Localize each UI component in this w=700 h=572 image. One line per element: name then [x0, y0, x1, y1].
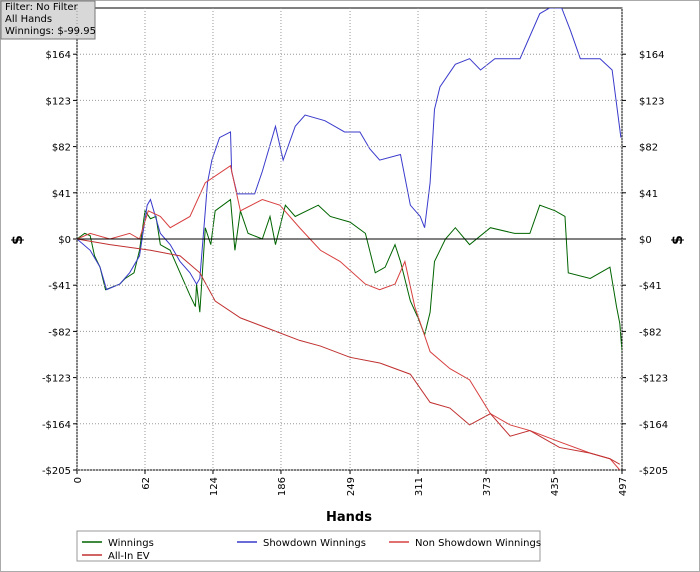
- legend-label: Showdown Winnings: [263, 538, 366, 549]
- x-tick-label: 124: [209, 477, 220, 496]
- y-tick-label-right: -$164: [639, 420, 668, 431]
- series-line: [77, 164, 621, 470]
- y-axis-title: $: [10, 235, 26, 245]
- y-tick-label: $0: [58, 235, 71, 246]
- x-tick-label: 62: [141, 477, 152, 490]
- y-tick-label-right: $41: [639, 189, 658, 200]
- y-tick-label: $41: [52, 189, 71, 200]
- x-tick-label: 186: [277, 477, 288, 496]
- y-tick-label-right: $123: [639, 96, 664, 107]
- y-tick-label: $164: [46, 50, 71, 61]
- series-line: [77, 238, 621, 465]
- series-line: [77, 8, 622, 291]
- x-tick-label: 373: [482, 477, 493, 496]
- y-tick-label: -$164: [42, 420, 71, 431]
- series-line: [77, 198, 622, 352]
- y-tick-label-right: -$205: [639, 466, 668, 477]
- filter-text: Winnings: $-99.95: [5, 26, 96, 37]
- filter-box: Filter: No Filter All Hands Winnings: $-…: [0, 0, 96, 40]
- legend-label: Winnings: [108, 538, 154, 549]
- x-tick-label: 435: [550, 477, 561, 496]
- legend-label: All-In EV: [108, 551, 150, 562]
- y-tick-label: $82: [52, 143, 71, 154]
- y-tick-label-right: -$82: [639, 327, 662, 338]
- legend-label: Non Showdown Winnings: [415, 538, 541, 549]
- x-tick-label: 249: [346, 477, 357, 496]
- filter-text: Filter: No Filter: [5, 2, 79, 13]
- legend: [76, 530, 541, 562]
- y-tick-label-right: $164: [639, 50, 664, 61]
- y-tick-label-right: $82: [639, 143, 658, 154]
- y-tick-label-right: $0: [639, 235, 652, 246]
- filter-box-bg: [0, 0, 96, 40]
- filter-text: All Hands: [5, 14, 52, 25]
- x-tick-label: 311: [414, 477, 425, 496]
- y-tick-label: -$205: [42, 466, 71, 477]
- x-axis-title: Hands: [326, 510, 372, 525]
- y-tick-label: -$82: [48, 327, 71, 338]
- y-tick-label-right: -$41: [639, 281, 662, 292]
- series-layer: [77, 8, 622, 470]
- y-tick-label: -$41: [48, 281, 71, 292]
- y-axis-title-right: $: [670, 235, 686, 245]
- x-tick-label: 497: [618, 477, 629, 496]
- y-tick-label: $123: [46, 96, 71, 107]
- x-tick-label: 0: [73, 477, 84, 483]
- y-tick-label: -$123: [42, 374, 71, 385]
- y-tick-label-right: -$123: [639, 374, 668, 385]
